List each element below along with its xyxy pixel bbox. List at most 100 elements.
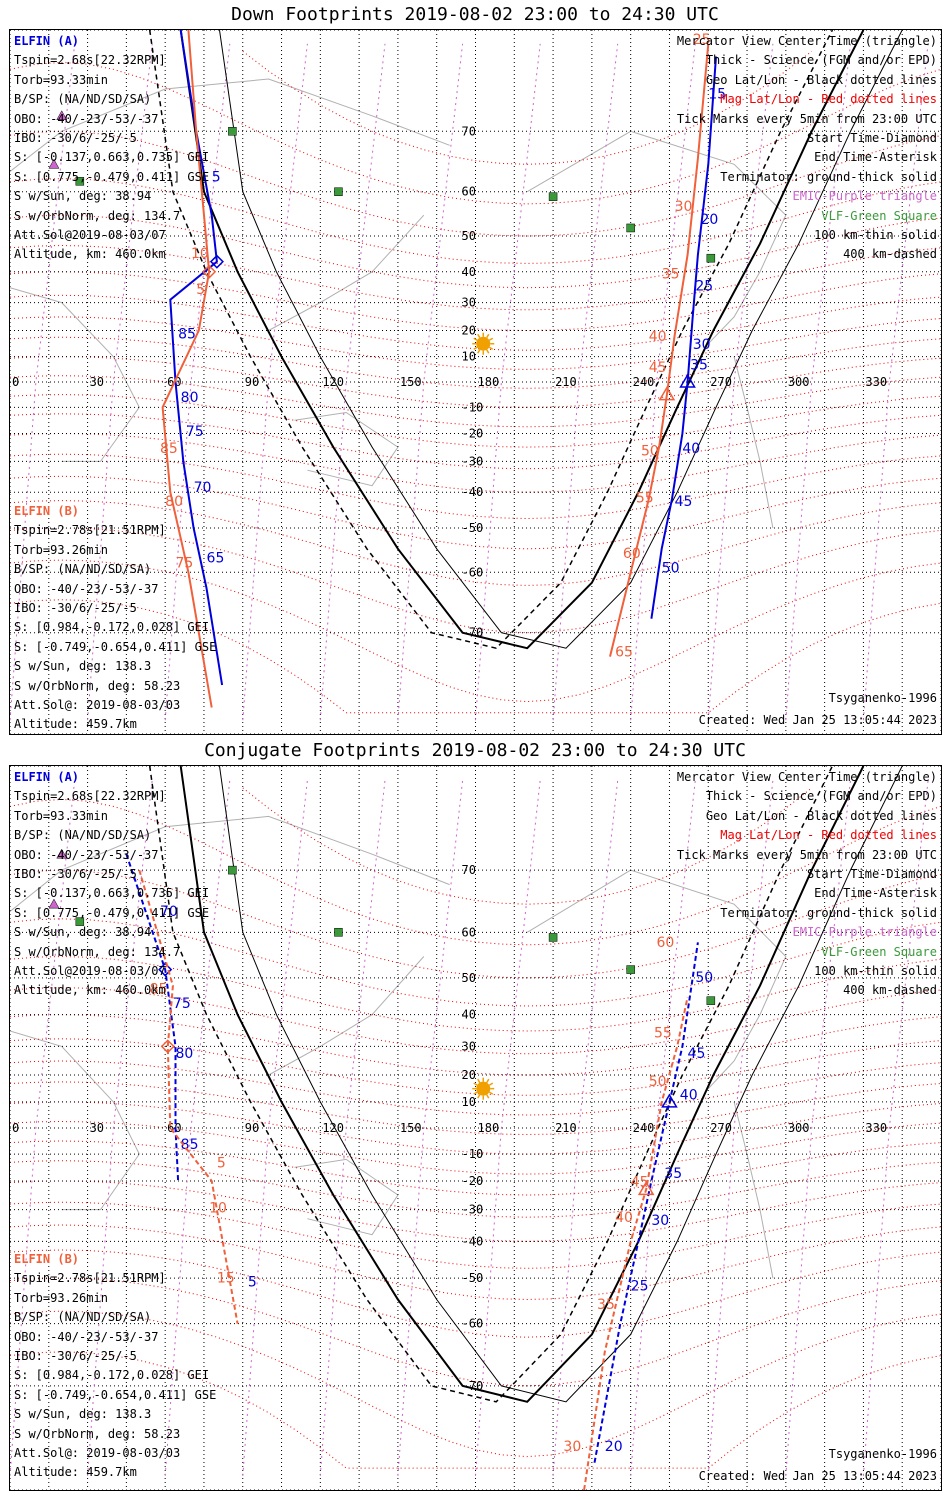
terminator-line: [179, 30, 865, 650]
lon-tick-label: 210: [555, 1121, 577, 1135]
elfin-a-info-line: S: [0.775,-0.479,0.411] GSE: [14, 905, 210, 920]
elfin-b-info-line: S w/Sun, deg: 138.3: [14, 1407, 152, 1422]
lon-tick-label: 0: [12, 1121, 19, 1135]
elfin-b-info-line: Altitude: 459.7km: [14, 717, 137, 732]
time-tick-label: 20: [605, 1439, 623, 1455]
mag-lon-line: [397, 780, 464, 1476]
vlf-station-marker: [706, 996, 716, 1005]
legend-line: 100 km-thin solid: [814, 228, 937, 243]
sun-ray: [477, 333, 481, 339]
footprint-trace-elfin-a: [650, 56, 717, 619]
sun-ray: [473, 337, 478, 341]
legend-line: Start Time-Diamond: [806, 867, 937, 882]
terminator-100km-line: [219, 30, 903, 649]
time-tick-label: 80: [165, 494, 183, 510]
time-tick-label: 65: [207, 550, 225, 566]
legend-line: 400 km-dashed: [843, 983, 937, 998]
time-tick-label: 5: [196, 282, 205, 298]
time-tick-label: 70: [194, 480, 212, 496]
lat-tick-label: -30: [462, 454, 484, 468]
time-tick-label: 5: [217, 1155, 226, 1171]
mag-lat-line: [10, 955, 941, 1032]
sun-ray: [473, 346, 478, 350]
panel-2-title: Conjugate Footprints 2019-08-02 23:00 to…: [204, 740, 746, 761]
coastline: [10, 1030, 140, 1211]
elfin-b-info-line: S: [0.984,-0.172,0.028] GEI: [14, 620, 210, 635]
panel-2-model: Tsyganenko-1996: [828, 1446, 937, 1461]
elfin-b-info-line: Altitude: 459.7km: [14, 1465, 137, 1480]
lon-tick-label: 30: [90, 1121, 104, 1135]
time-tick-label: 80: [176, 1046, 194, 1062]
elfin-a-info-line: Torb=93.33min: [14, 808, 108, 823]
footprint-trace-elfin-b: [609, 43, 710, 657]
emic-station-marker: [48, 898, 60, 909]
elfin-b-info-line: S w/OrbNorm, deg: 58.23: [14, 678, 181, 693]
footprint-trace-elfin-a: [593, 942, 699, 1463]
elfin-a-info-line: S w/OrbNorm, deg: 134.7: [14, 208, 181, 223]
sun-ray: [473, 1082, 478, 1086]
legend-line: Mercator View Center Time (triangle): [676, 34, 937, 48]
panel-2-legend: Mercator View Center Time (triangle) Thic…: [677, 768, 937, 1001]
elfin-b-info-line: IBO: -30/6/-25/-5: [14, 1349, 137, 1364]
time-tick-label: 80: [181, 390, 199, 406]
time-tick-label: 15: [708, 86, 726, 102]
mag-lon-line: [242, 780, 308, 1476]
legend-line: 400 km-dashed: [843, 247, 937, 262]
sun-ray: [477, 349, 481, 354]
lat-tick-label: -40: [462, 485, 484, 499]
legend-line: Terminator: ground-thick solid: [720, 169, 937, 184]
time-tick-label: 20: [700, 212, 718, 228]
time-tick-label: 75: [176, 555, 194, 571]
time-tick-label: 35: [597, 1297, 615, 1313]
start-time-diamond: [158, 962, 173, 977]
lon-tick-label: 0: [12, 375, 19, 389]
elfin-a-info-line: IBO: -30/6/-25/-5: [14, 131, 137, 146]
elfin-b-info-line: S w/Sun, deg: 138.3: [14, 659, 152, 674]
start-time-diamond: [202, 264, 217, 279]
sun-marker: [476, 336, 491, 351]
mag-lon-line: [10, 780, 76, 1476]
panel-2-elfin-b-info: ELFIN (B) Tspin=2.78s[21.51RPM] Torb=93.26…: [14, 1250, 216, 1483]
mag-lat-line: [10, 987, 941, 1055]
lat-tick-label: 70: [462, 863, 476, 877]
coastline: [294, 411, 399, 487]
footprint-trace-elfin-b: [583, 996, 689, 1490]
elfin-a-info-line: S: [0.775,-0.479,0.411] GSE: [14, 169, 210, 184]
mag-lon-line: [707, 780, 774, 1476]
time-tick-label: 5: [212, 169, 221, 185]
lat-tick-label: -10: [462, 400, 484, 414]
legend-line: Terminator: ground-thick solid: [720, 905, 937, 920]
center-time-triangle: [658, 386, 676, 401]
elfin-b-info-line: OBO: -40/-23/-53/-37: [14, 1329, 159, 1344]
sun-ray: [488, 346, 494, 350]
vlf-station-marker: [75, 177, 85, 186]
time-tick-label: 30: [675, 199, 693, 215]
time-tick-label: 45: [675, 494, 693, 510]
mag-lat-line: [10, 1249, 941, 1338]
time-tick-label: 60: [657, 935, 675, 951]
sun-ray: [488, 1082, 494, 1086]
elfin-a-info-line: OBO: -40/-23/-53/-37: [14, 847, 159, 862]
time-tick-label: 25: [695, 279, 713, 295]
lon-tick-label: 90: [245, 375, 259, 389]
mag-lon-line: [862, 780, 929, 1476]
start-time-diamond: [209, 254, 224, 269]
time-tick-label: 35: [662, 266, 680, 282]
lon-tick-label: 180: [478, 375, 500, 389]
elfin-b-info-line: Torb=93.26min: [14, 542, 108, 557]
panel-1-title: Down Footprints 2019-08-02 23:00 to 24:3…: [231, 4, 719, 25]
lon-tick-label: 300: [788, 375, 810, 389]
elfin-b-info-line: S: [0.984,-0.172,0.028] GEI: [14, 1368, 210, 1383]
emic-station-marker: [56, 848, 68, 859]
start-time-diamond: [160, 1039, 175, 1054]
legend-line: 100 km-thin solid: [814, 964, 937, 979]
time-tick-label: 30: [693, 337, 711, 353]
time-tick-label: 40: [682, 441, 700, 457]
lat-tick-label: 40: [462, 265, 476, 279]
panel-1-map: 0306090120150180210240270300330360706050…: [10, 30, 941, 734]
mag-lon-line: [87, 780, 153, 1476]
time-tick-label: 50: [641, 444, 659, 460]
mag-lat-line: [10, 1351, 941, 1469]
time-tick-label: 50: [695, 970, 713, 986]
coastline: [10, 78, 450, 173]
